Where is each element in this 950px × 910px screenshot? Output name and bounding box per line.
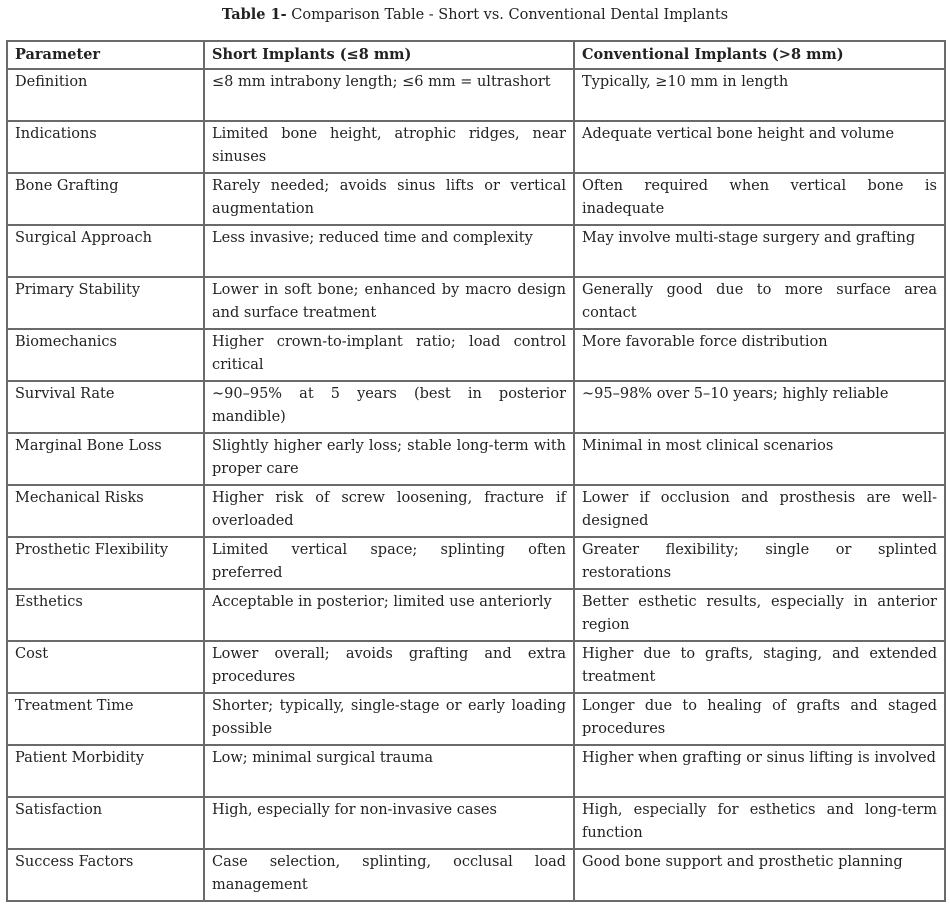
- conventional-implants-cell: Typically, ≥10 mm in length: [573, 68, 946, 122]
- parameter-cell: Treatment Time: [6, 692, 205, 746]
- short-implants-cell: Limited vertical space; splinting often …: [203, 536, 575, 590]
- table-row: Mechanical Risks Higher risk of screw loo…: [6, 484, 946, 538]
- table-caption: Table 1- Comparison Table - Short vs. Co…: [0, 6, 950, 23]
- table-label: Table 1-: [221, 6, 287, 23]
- short-implants-cell: Lower in soft bone; enhanced by macro de…: [203, 276, 575, 330]
- conventional-implants-cell: Higher due to grafts, staging, and exten…: [573, 640, 946, 694]
- table-row: Satisfaction High, especially for non-inv…: [6, 796, 946, 850]
- conventional-implants-cell: Good bone support and prosthetic plannin…: [573, 848, 946, 902]
- parameter-cell: Primary Stability: [6, 276, 205, 330]
- header-parameter: Parameter: [6, 40, 205, 70]
- parameter-cell: Patient Morbidity: [6, 744, 205, 798]
- parameter-cell: Bone Grafting: [6, 172, 205, 226]
- header-short-implants: Short Implants (≤8 mm): [203, 40, 575, 70]
- table-row: Surgical Approach Less invasive; reduced …: [6, 224, 946, 278]
- header-row: Parameter Short Implants (≤8 mm) Convent…: [6, 40, 946, 70]
- short-implants-cell: Case selection, splinting, occlusal load…: [203, 848, 575, 902]
- short-implants-cell: Shorter; typically, single-stage or earl…: [203, 692, 575, 746]
- table-row: Marginal Bone Loss Slightly higher early …: [6, 432, 946, 486]
- header-conventional-implants: Conventional Implants (>8 mm): [573, 40, 946, 70]
- short-implants-cell: Higher risk of screw loosening, fracture…: [203, 484, 575, 538]
- comparison-table: Parameter Short Implants (≤8 mm) Convent…: [6, 40, 946, 902]
- short-implants-cell: Higher crown-to-implant ratio; load cont…: [203, 328, 575, 382]
- table-row: Patient Morbidity Low; minimal surgical t…: [6, 744, 946, 798]
- conventional-implants-cell: Lower if occlusion and prosthesis are we…: [573, 484, 946, 538]
- table-row: Survival Rate ~90–95% at 5 years (best in…: [6, 380, 946, 434]
- parameter-cell: Mechanical Risks: [6, 484, 205, 538]
- table-row: Indications Limited bone height, atrophic…: [6, 120, 946, 174]
- conventional-implants-cell: ~95–98% over 5–10 years; highly reliable: [573, 380, 946, 434]
- short-implants-cell: Acceptable in posterior; limited use ant…: [203, 588, 575, 642]
- short-implants-cell: High, especially for non-invasive cases: [203, 796, 575, 850]
- short-implants-cell: ≤8 mm intrabony length; ≤6 mm = ultrasho…: [203, 68, 575, 122]
- conventional-implants-cell: Generally good due to more surface area …: [573, 276, 946, 330]
- conventional-implants-cell: Often required when vertical bone is ina…: [573, 172, 946, 226]
- parameter-cell: Esthetics: [6, 588, 205, 642]
- conventional-implants-cell: Adequate vertical bone height and volume: [573, 120, 946, 174]
- short-implants-cell: Limited bone height, atrophic ridges, ne…: [203, 120, 575, 174]
- short-implants-cell: Less invasive; reduced time and complexi…: [203, 224, 575, 278]
- table-row: Primary Stability Lower in soft bone; enh…: [6, 276, 946, 330]
- conventional-implants-cell: May involve multi-stage surgery and graf…: [573, 224, 946, 278]
- parameter-cell: Satisfaction: [6, 796, 205, 850]
- parameter-cell: Definition: [6, 68, 205, 122]
- table-row: Biomechanics Higher crown-to-implant rati…: [6, 328, 946, 382]
- short-implants-cell: Lower overall; avoids grafting and extra…: [203, 640, 575, 694]
- table-row: Treatment Time Shorter; typically, single…: [6, 692, 946, 746]
- conventional-implants-cell: Better esthetic results, especially in a…: [573, 588, 946, 642]
- parameter-cell: Survival Rate: [6, 380, 205, 434]
- parameter-cell: Prosthetic Flexibility: [6, 536, 205, 590]
- parameter-cell: Indications: [6, 120, 205, 174]
- parameter-cell: Marginal Bone Loss: [6, 432, 205, 486]
- conventional-implants-cell: Higher when grafting or sinus lifting is…: [573, 744, 946, 798]
- conventional-implants-cell: Greater flexibility; single or splinted …: [573, 536, 946, 590]
- short-implants-cell: Slightly higher early loss; stable long-…: [203, 432, 575, 486]
- table-row: Success Factors Case selection, splinting…: [6, 848, 946, 902]
- short-implants-cell: Low; minimal surgical trauma: [203, 744, 575, 798]
- table-title: Comparison Table - Short vs. Conventiona…: [286, 7, 729, 23]
- parameter-cell: Biomechanics: [6, 328, 205, 382]
- table-row: Prosthetic Flexibility Limited vertical s…: [6, 536, 946, 590]
- conventional-implants-cell: More favorable force distribution: [573, 328, 946, 382]
- table-row: Bone Grafting Rarely needed; avoids sinus…: [6, 172, 946, 226]
- short-implants-cell: ~90–95% at 5 years (best in posterior ma…: [203, 380, 575, 434]
- conventional-implants-cell: High, especially for esthetics and long-…: [573, 796, 946, 850]
- parameter-cell: Success Factors: [6, 848, 205, 902]
- table-row: Cost Lower overall; avoids grafting and e…: [6, 640, 946, 694]
- parameter-cell: Surgical Approach: [6, 224, 205, 278]
- short-implants-cell: Rarely needed; avoids sinus lifts or ver…: [203, 172, 575, 226]
- table-row: Esthetics Acceptable in posterior; limite…: [6, 588, 946, 642]
- table-row: Definition ≤8 mm intrabony length; ≤6 mm …: [6, 68, 946, 122]
- conventional-implants-cell: Longer due to healing of grafts and stag…: [573, 692, 946, 746]
- conventional-implants-cell: Minimal in most clinical scenarios: [573, 432, 946, 486]
- parameter-cell: Cost: [6, 640, 205, 694]
